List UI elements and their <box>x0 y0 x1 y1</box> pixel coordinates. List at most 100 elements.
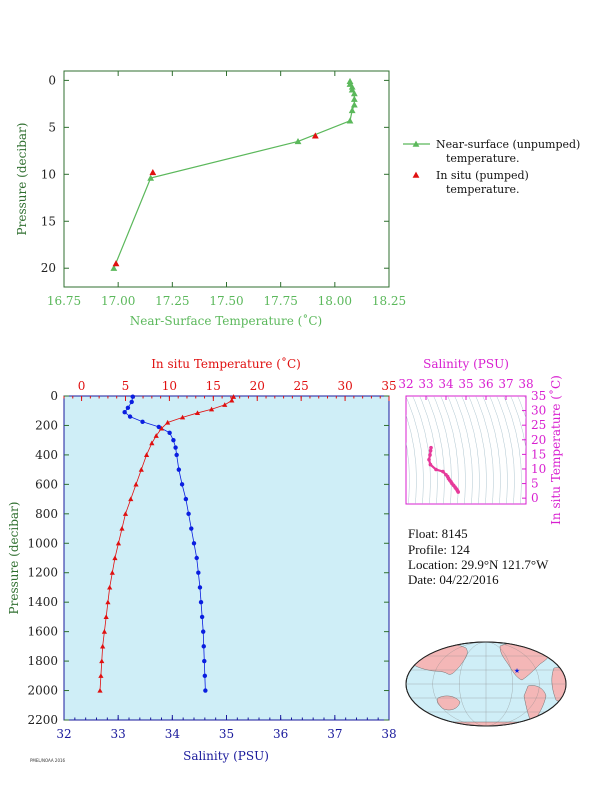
pressure-tick-label: 1800 <box>27 654 58 668</box>
ts-point <box>441 469 445 474</box>
temperature-point <box>103 614 109 619</box>
top-legend: Near-surface (unpumped)temperature.In si… <box>403 138 580 196</box>
temperature-tick-label: 0 <box>78 379 86 393</box>
salinity-point <box>198 599 204 605</box>
pressure-tick-label: 1000 <box>27 536 58 550</box>
temperature-tick-label: 25 <box>294 379 309 393</box>
temperature-point <box>99 658 105 664</box>
ts-y-tick-label: 20 <box>531 433 546 447</box>
top-x-tick-label: 16.75 <box>47 294 81 308</box>
temperature-point <box>133 481 139 487</box>
temperature-point <box>179 414 186 420</box>
ts-y-tick-label: 25 <box>531 418 546 432</box>
pressure-tick-label: 0 <box>50 389 58 403</box>
pressure-tick-label: 1600 <box>27 625 58 639</box>
top-x-tick-label: 18.00 <box>318 294 352 308</box>
salinity-point <box>167 430 172 436</box>
temperature-point <box>149 440 155 446</box>
temperature-point <box>97 687 103 693</box>
pressure-tick-label: 2000 <box>27 684 58 698</box>
ts-point <box>428 448 433 453</box>
salinity-point <box>140 419 145 424</box>
density-contour <box>489 396 508 504</box>
ts-x-tick-label: 34 <box>438 377 454 391</box>
top-y-tick-label: 15 <box>41 214 56 228</box>
density-contour <box>447 396 466 504</box>
temperature-tick-label: 15 <box>206 379 221 393</box>
density-contour <box>426 396 445 504</box>
pressure-tick-label: 800 <box>35 507 58 521</box>
temperature-point <box>229 397 235 403</box>
temperature-point <box>112 555 118 561</box>
top-y-tick-label: 5 <box>48 120 56 134</box>
density-contour <box>461 396 480 504</box>
map-outline <box>405 641 567 727</box>
near-surface-temperature-chart: 16.75 17.00 17.25 17.50 17.75 18.00 18.25 0 5 10 1… <box>15 70 580 328</box>
density-contour <box>398 386 403 514</box>
top-y-tick-label: 20 <box>41 261 56 275</box>
map-meridian <box>459 642 513 726</box>
ts-point <box>427 457 431 462</box>
top-x-tick-label: 17.50 <box>209 294 243 308</box>
top-y-tick-label: 0 <box>48 73 56 87</box>
map-meridian <box>432 642 540 726</box>
ts-point <box>456 490 460 494</box>
temperature-point <box>105 599 111 605</box>
pressure-tick-label: 2200 <box>27 713 58 727</box>
top-x-axis-label: Near-Surface Temperature (˚C) <box>130 313 322 328</box>
salinity-point <box>186 511 191 517</box>
salinity-point <box>125 405 131 410</box>
pressure-tick-label: 1400 <box>27 595 58 609</box>
near-surface-point <box>348 107 356 114</box>
salinity-tick-label: 33 <box>111 727 126 741</box>
temperature-tick-label: 20 <box>250 379 265 393</box>
ts-y-axis-label: In situ Temperature (˚C) <box>548 375 563 525</box>
density-contour <box>482 396 501 504</box>
density-contour <box>406 396 424 504</box>
profile-date: Date: 04/22/2016 <box>408 572 499 587</box>
density-contour <box>496 396 515 504</box>
pressure-tick-label: 400 <box>35 448 58 462</box>
temperature-point <box>115 540 122 546</box>
temperature-point <box>208 406 215 412</box>
salinity-point <box>173 445 178 450</box>
top-x-tick-label: 17.75 <box>263 294 297 308</box>
map-land-australia <box>437 695 461 711</box>
float-id: Float: 8145 <box>408 526 468 541</box>
in-situ-point <box>149 169 157 176</box>
salinity-tick-label: 32 <box>56 727 71 741</box>
salinity-point <box>194 555 199 561</box>
map-graticule <box>406 642 566 726</box>
temperature-point <box>222 402 228 407</box>
profile-data-marks <box>97 394 237 693</box>
density-contour <box>510 396 526 450</box>
float-location-marker: ★ <box>514 667 520 675</box>
ts-y-tick-label: 10 <box>531 462 546 476</box>
near-surface-point <box>350 95 358 102</box>
salinity-point <box>171 437 176 443</box>
near-surface-point <box>346 117 354 124</box>
salinity-tick-label: 36 <box>273 727 288 741</box>
salinity-point <box>176 467 182 472</box>
salinity-point <box>201 629 206 634</box>
profile-chart: 0 5 10 15 20 25 30 35 32 33 34 35 36 37 38 0 200 400 600 80… <box>7 356 397 763</box>
ts-x-tick-label: 32 <box>398 377 413 391</box>
temperature-point <box>165 419 171 425</box>
salinity-point <box>156 424 161 430</box>
profile-plot-frame <box>63 395 390 721</box>
temperature-tick-label: 30 <box>337 379 352 393</box>
salinity-point <box>196 570 201 575</box>
salinity-tick-label: 34 <box>165 727 181 741</box>
world-map: ★ <box>405 641 567 727</box>
float-location: Location: 29.9°N 121.7°W <box>408 557 549 572</box>
temperature-point <box>138 467 144 472</box>
ts-x-axis-label: Salinity (PSU) <box>423 357 509 371</box>
salinity-axis-label: Salinity (PSU) <box>183 749 269 763</box>
ts-x-tick-label: 37 <box>498 377 513 391</box>
temperature-point <box>109 570 115 575</box>
temperature-point <box>119 525 125 531</box>
pressure-tick-label: 1200 <box>27 566 58 580</box>
density-contour <box>419 396 438 504</box>
